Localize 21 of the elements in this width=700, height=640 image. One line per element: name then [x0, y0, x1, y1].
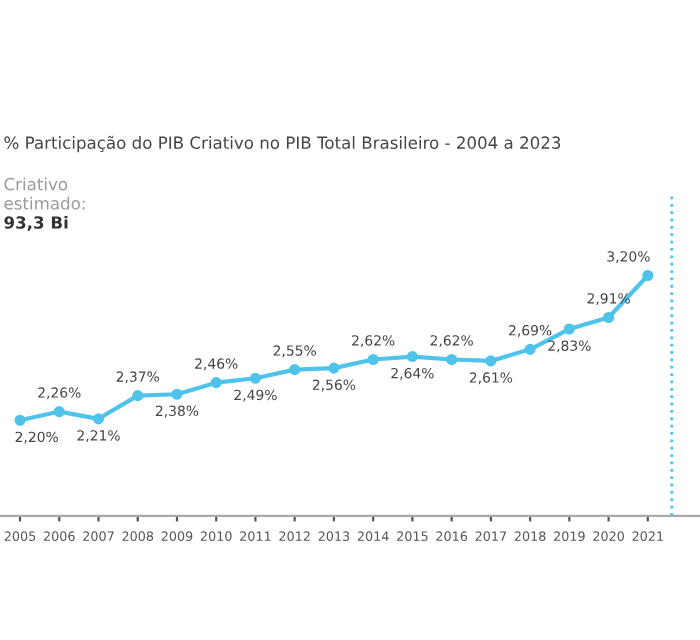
point [406, 351, 418, 363]
point [53, 406, 65, 418]
chart-title: % Participação do PIB Criativo no PIB Total Brasileiro - 2004 a 2023 [4, 135, 561, 153]
point [524, 343, 536, 355]
text: Criativo [4, 177, 68, 191]
point [210, 377, 222, 389]
annotation: 93,3 Bi [4, 215, 68, 231]
point [92, 413, 105, 425]
point [563, 323, 575, 335]
point [446, 353, 458, 366]
point [485, 355, 497, 367]
point [249, 372, 261, 384]
point [642, 269, 654, 282]
point [132, 390, 144, 402]
point [603, 311, 615, 324]
annotation: estimado: [4, 196, 85, 210]
point [328, 362, 340, 374]
point [367, 353, 379, 366]
point [289, 364, 301, 376]
point [171, 388, 183, 400]
point [14, 414, 26, 426]
